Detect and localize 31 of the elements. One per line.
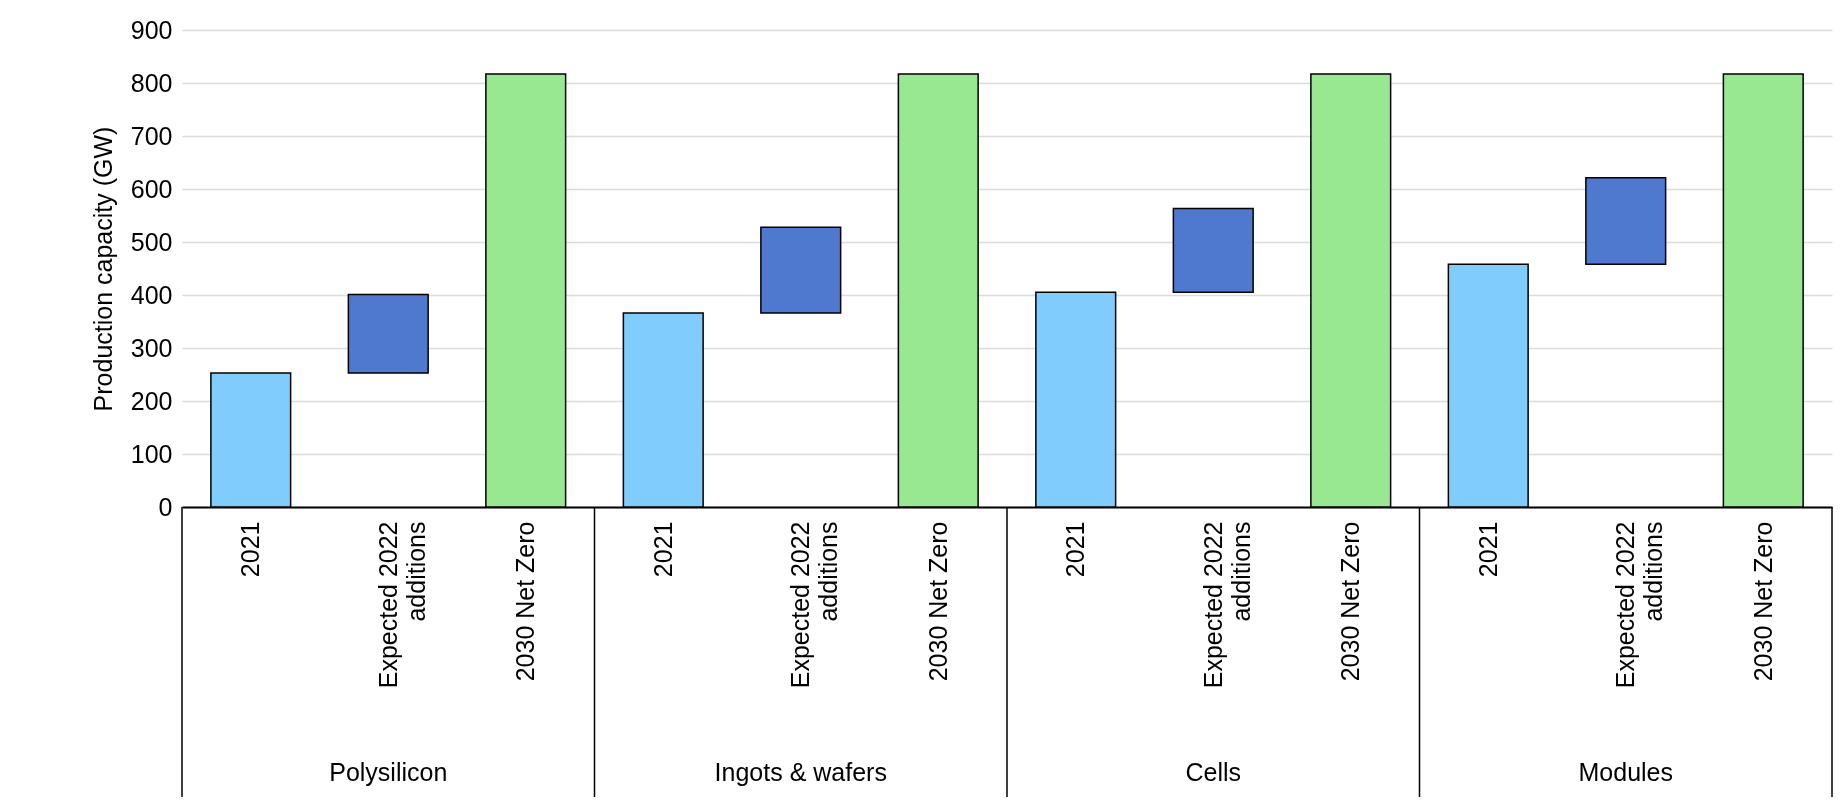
y-tick-label: 900 bbox=[130, 15, 173, 44]
x-tick-label: 2021 bbox=[236, 521, 265, 578]
x-tick-label: 2030 Net Zero bbox=[1336, 521, 1365, 682]
x-tick-label: 2021 bbox=[648, 521, 677, 578]
y-tick-label: 800 bbox=[130, 68, 173, 97]
y-tick-label: 100 bbox=[130, 439, 173, 468]
y-tick-label: 500 bbox=[130, 227, 173, 256]
bar bbox=[1172, 207, 1254, 294]
y-tick-label: 700 bbox=[130, 121, 173, 150]
y-tick-label: 400 bbox=[130, 280, 173, 309]
text: Modules bbox=[1578, 758, 1673, 786]
y-axis-title: Production capacity (GW) bbox=[88, 126, 117, 412]
bar bbox=[1585, 177, 1667, 266]
y-tick-label: 300 bbox=[130, 333, 173, 362]
text: Ingots & wafers bbox=[714, 758, 887, 786]
x-tick-label: 2030 Net Zero bbox=[511, 521, 540, 682]
text: Cells bbox=[1185, 758, 1242, 786]
text: Polysilicon bbox=[329, 758, 448, 786]
x-tick-label: Expected 2022 additions bbox=[373, 521, 430, 689]
y-tick-label: 600 bbox=[130, 174, 173, 203]
x-tick-label: Expected 2022 additions bbox=[786, 521, 843, 689]
x-tick-label: 2021 bbox=[1473, 521, 1502, 578]
x-tick-label: 2030 Net Zero bbox=[923, 521, 952, 682]
y-tick-label: 0 bbox=[158, 492, 173, 521]
x-tick-label: 2021 bbox=[1061, 521, 1090, 578]
x-tick-label: Expected 2022 additions bbox=[1611, 521, 1668, 689]
y-tick-label: 200 bbox=[130, 386, 173, 415]
bar bbox=[347, 293, 429, 374]
x-tick-label: Expected 2022 additions bbox=[1198, 521, 1255, 689]
x-tick-label: 2030 Net Zero bbox=[1748, 521, 1777, 682]
bar bbox=[760, 226, 842, 314]
